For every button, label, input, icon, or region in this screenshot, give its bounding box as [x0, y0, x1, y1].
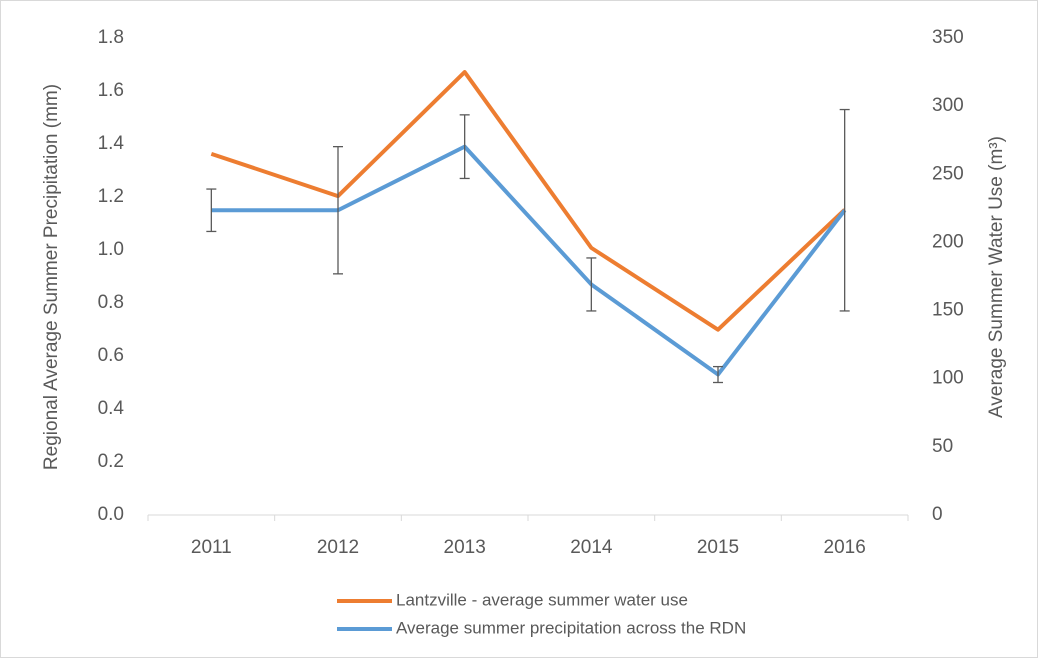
error-bar: [206, 188, 217, 233]
y2-tick-label: 0: [932, 504, 943, 525]
y-tick-label: 1.6: [98, 80, 124, 101]
y-tick-label: 0.8: [98, 292, 124, 313]
x-tick-label: 2011: [191, 537, 232, 558]
legend-text: Average summer precipitation across the …: [396, 618, 746, 637]
error-bar: [586, 257, 597, 312]
series-line: [211, 144, 847, 377]
x-tick-label: 2015: [697, 537, 739, 558]
y-axis-title: Regional Average Summer Precipitation (m…: [41, 84, 62, 470]
x-tick-label: 2013: [444, 537, 486, 558]
y2-tick-label: 100: [932, 368, 964, 389]
y2-axis-title: Average Summer Water Use (m³): [986, 136, 1007, 418]
series-line: [210, 70, 847, 332]
y-tick-label: 0.0: [98, 504, 124, 525]
error-bar: [333, 145, 343, 275]
y2-tick-label: 150: [932, 300, 964, 321]
y-tick-label: 1.0: [98, 239, 124, 260]
y-tick-label: 1.2: [98, 186, 124, 207]
error-bar: [713, 365, 723, 384]
legend-text: Lantzville - average summer water use: [396, 590, 688, 609]
y2-tick-label: 250: [932, 163, 964, 184]
error-bar: [839, 108, 850, 312]
x-tick-label: 2012: [317, 537, 359, 558]
y-tick-label: 1.4: [98, 133, 125, 154]
y2-tick-label: 300: [932, 95, 964, 116]
y2-tick-label: 350: [932, 27, 964, 48]
y-tick-label: 1.8: [98, 27, 124, 48]
y2-tick-label: 50: [932, 436, 953, 457]
y2-tick-label: 200: [932, 231, 964, 252]
error-bar: [459, 114, 470, 180]
x-tick-label: 2016: [824, 537, 866, 558]
y-tick-label: 0.6: [98, 345, 124, 366]
y-tick-label: 0.2: [98, 451, 124, 472]
x-tick-label: 2014: [570, 537, 613, 558]
y-tick-label: 0.4: [98, 398, 125, 419]
